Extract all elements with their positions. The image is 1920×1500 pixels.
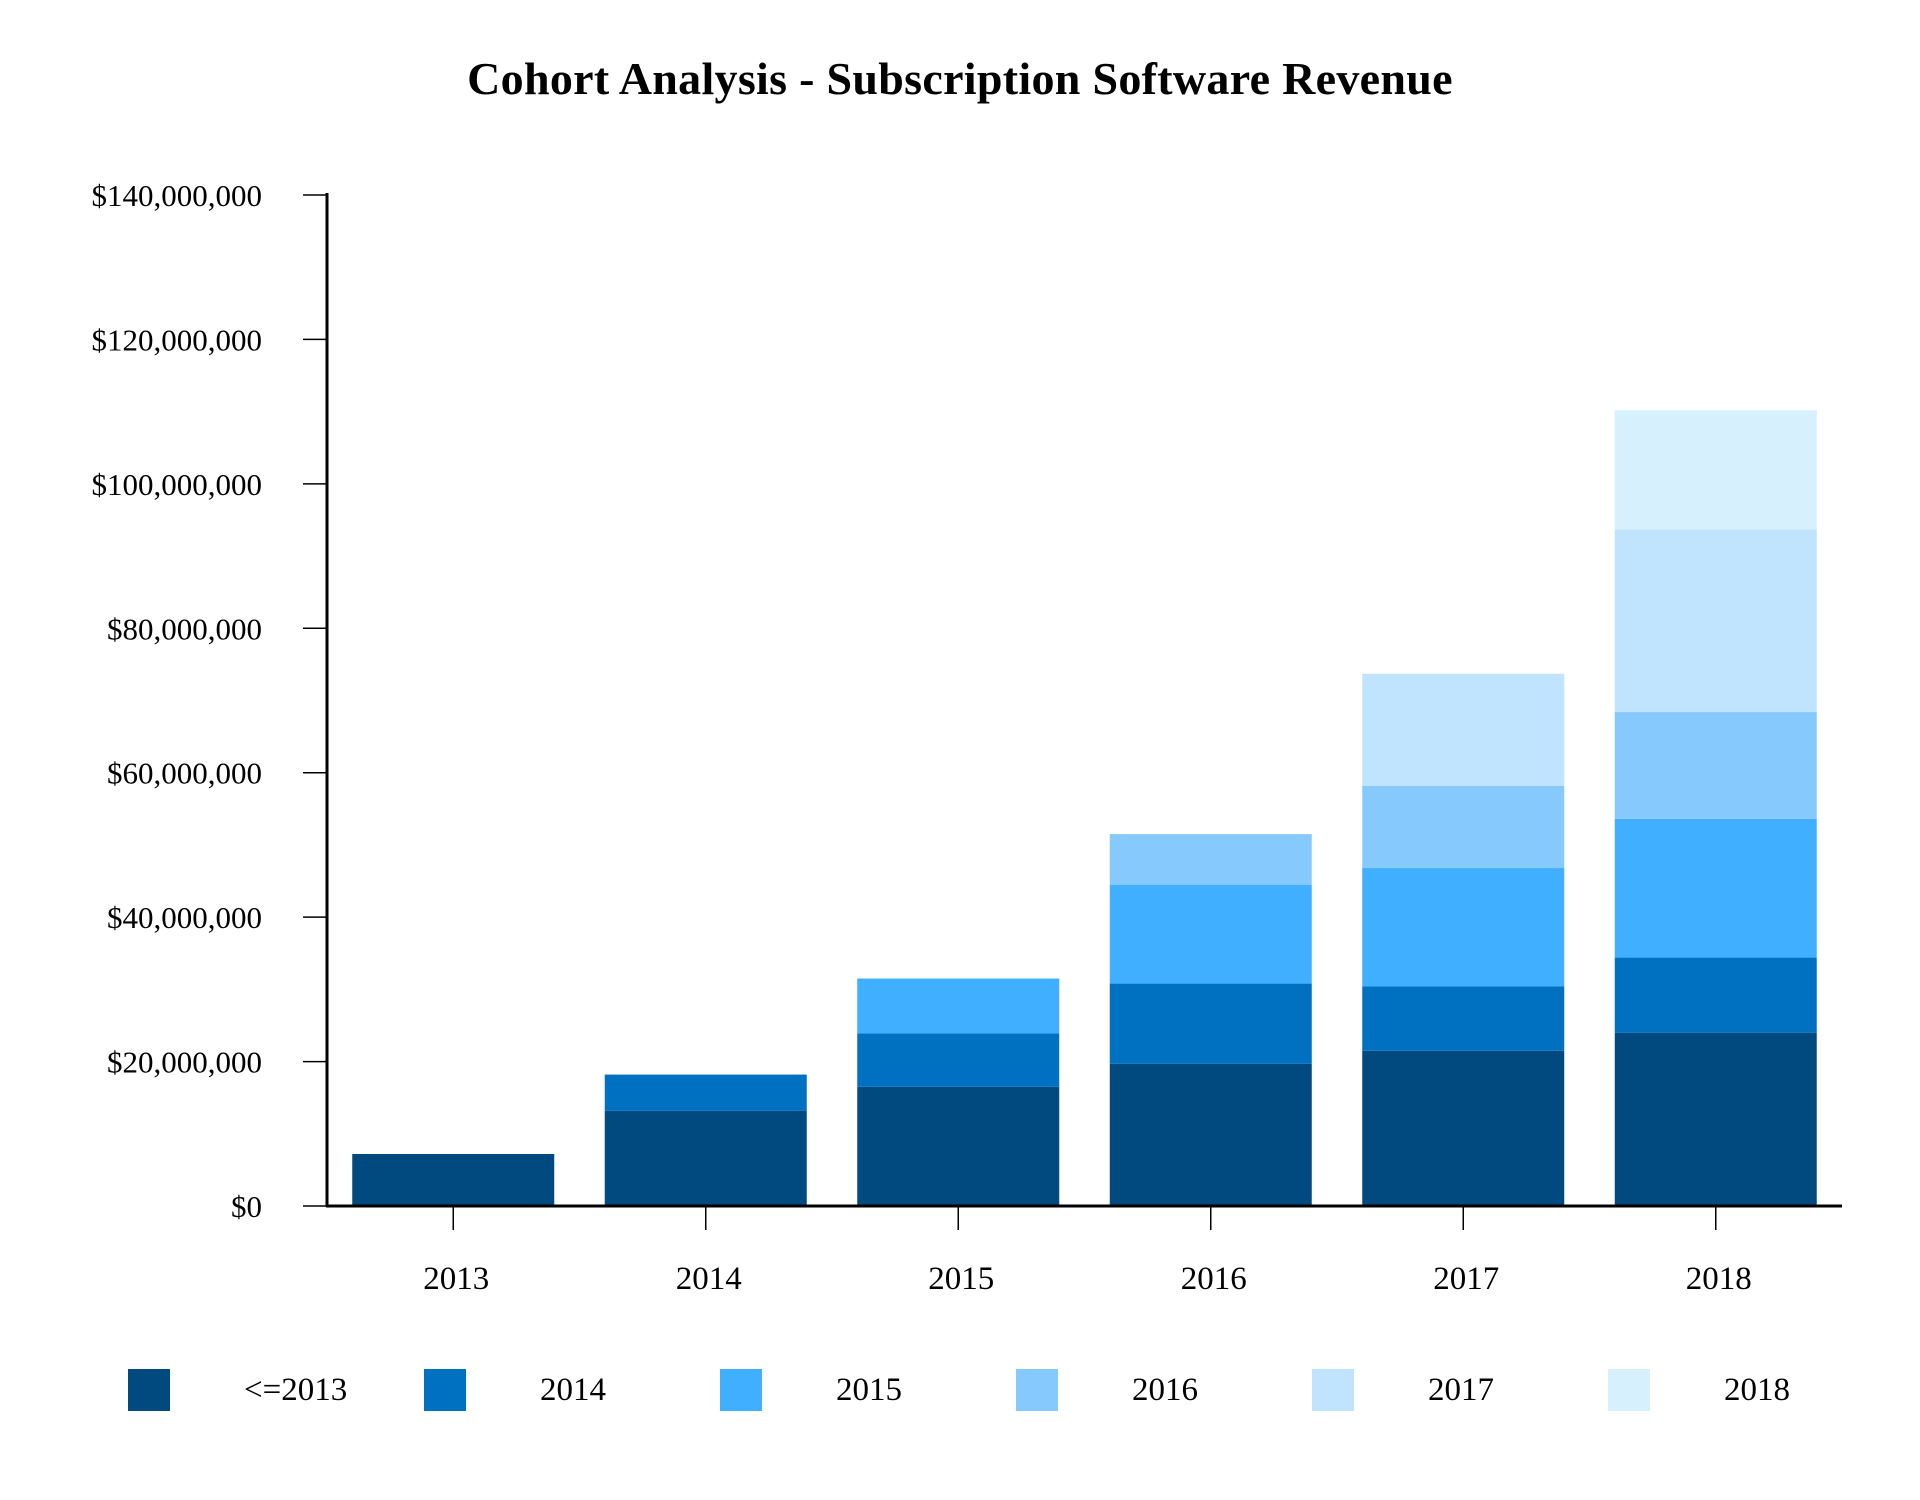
- legend-label: 2015: [836, 1372, 902, 1408]
- y-tick-label: $80,000,000: [107, 611, 262, 646]
- legend-swatch: [424, 1369, 466, 1411]
- y-tick-label: $100,000,000: [92, 467, 263, 502]
- legend-item-2016: 2016: [1016, 1368, 1266, 1412]
- bar-segment-2017-series-2: [1362, 868, 1565, 987]
- bar-segment-2018-series-5: [1614, 410, 1817, 530]
- bar-segment-2014-series-1: [604, 1074, 807, 1111]
- legend-label: 2018: [1724, 1372, 1790, 1408]
- bar-segment-2016-series-2: [1109, 884, 1312, 984]
- legend-swatch: [720, 1369, 762, 1411]
- y-tick-label: $120,000,000: [92, 322, 263, 357]
- legend-label: 2017: [1428, 1372, 1494, 1408]
- bar-segment-2016-series-0: [1109, 1063, 1312, 1206]
- y-tick-label: $20,000,000: [107, 1045, 262, 1080]
- legend-item-2013: <=2013: [128, 1368, 378, 1412]
- bar-segment-2018-series-0: [1614, 1032, 1817, 1206]
- bar-segment-2017-series-4: [1362, 673, 1565, 786]
- x-tick-label: 2017: [1433, 1261, 1499, 1297]
- y-tick-label: $60,000,000: [107, 756, 262, 791]
- bar-segment-2014-series-0: [604, 1110, 807, 1206]
- bar-segment-2017-series-3: [1362, 785, 1565, 869]
- legend-item-2015: 2015: [720, 1368, 970, 1412]
- legend-swatch: [1608, 1369, 1650, 1411]
- chart-title: Cohort Analysis - Subscription Software …: [467, 53, 1453, 104]
- bars-layer: [352, 410, 1817, 1206]
- legend-swatch: [128, 1369, 170, 1411]
- bar-segment-2018-series-1: [1614, 957, 1817, 1033]
- y-tick-label: $0: [231, 1189, 262, 1224]
- bar-segment-2013-series-0: [352, 1154, 555, 1206]
- bar-segment-2018-series-3: [1614, 712, 1817, 819]
- bar-segment-2015-series-2: [857, 978, 1060, 1034]
- legend-label: 2016: [1132, 1372, 1198, 1408]
- x-tick-label: 2013: [423, 1261, 489, 1297]
- y-tick-label: $140,000,000: [92, 178, 263, 213]
- x-tick-label: 2016: [1181, 1261, 1247, 1297]
- bar-segment-2016-series-3: [1109, 834, 1312, 885]
- bar-segment-2015-series-1: [857, 1033, 1060, 1087]
- legend: <=2013 2014 2015 2016 2017 2018: [0, 1368, 1920, 1428]
- bar-segment-2017-series-1: [1362, 986, 1565, 1051]
- bar-segment-2017-series-0: [1362, 1050, 1565, 1206]
- legend-item-2017: 2017: [1312, 1368, 1562, 1412]
- bar-segment-2018-series-2: [1614, 818, 1817, 958]
- x-tick-label: 2015: [928, 1261, 994, 1297]
- bar-segment-2015-series-0: [857, 1086, 1060, 1206]
- legend-label: 2014: [540, 1372, 606, 1408]
- bar-segment-2018-series-4: [1614, 529, 1817, 713]
- y-tick-label: $40,000,000: [107, 900, 262, 935]
- legend-swatch: [1312, 1369, 1354, 1411]
- legend-item-2014: 2014: [424, 1368, 674, 1412]
- axes-layer: $0 $20,000,000 $40,000,000 $60,000,000 $80,0…: [92, 178, 1842, 1297]
- legend-label: <=2013: [244, 1372, 348, 1408]
- x-tick-label: 2014: [676, 1261, 742, 1297]
- bar-segment-2016-series-1: [1109, 983, 1312, 1064]
- legend-swatch: [1016, 1369, 1058, 1411]
- legend-item-2018: 2018: [1608, 1368, 1858, 1412]
- x-tick-label: 2018: [1686, 1261, 1752, 1297]
